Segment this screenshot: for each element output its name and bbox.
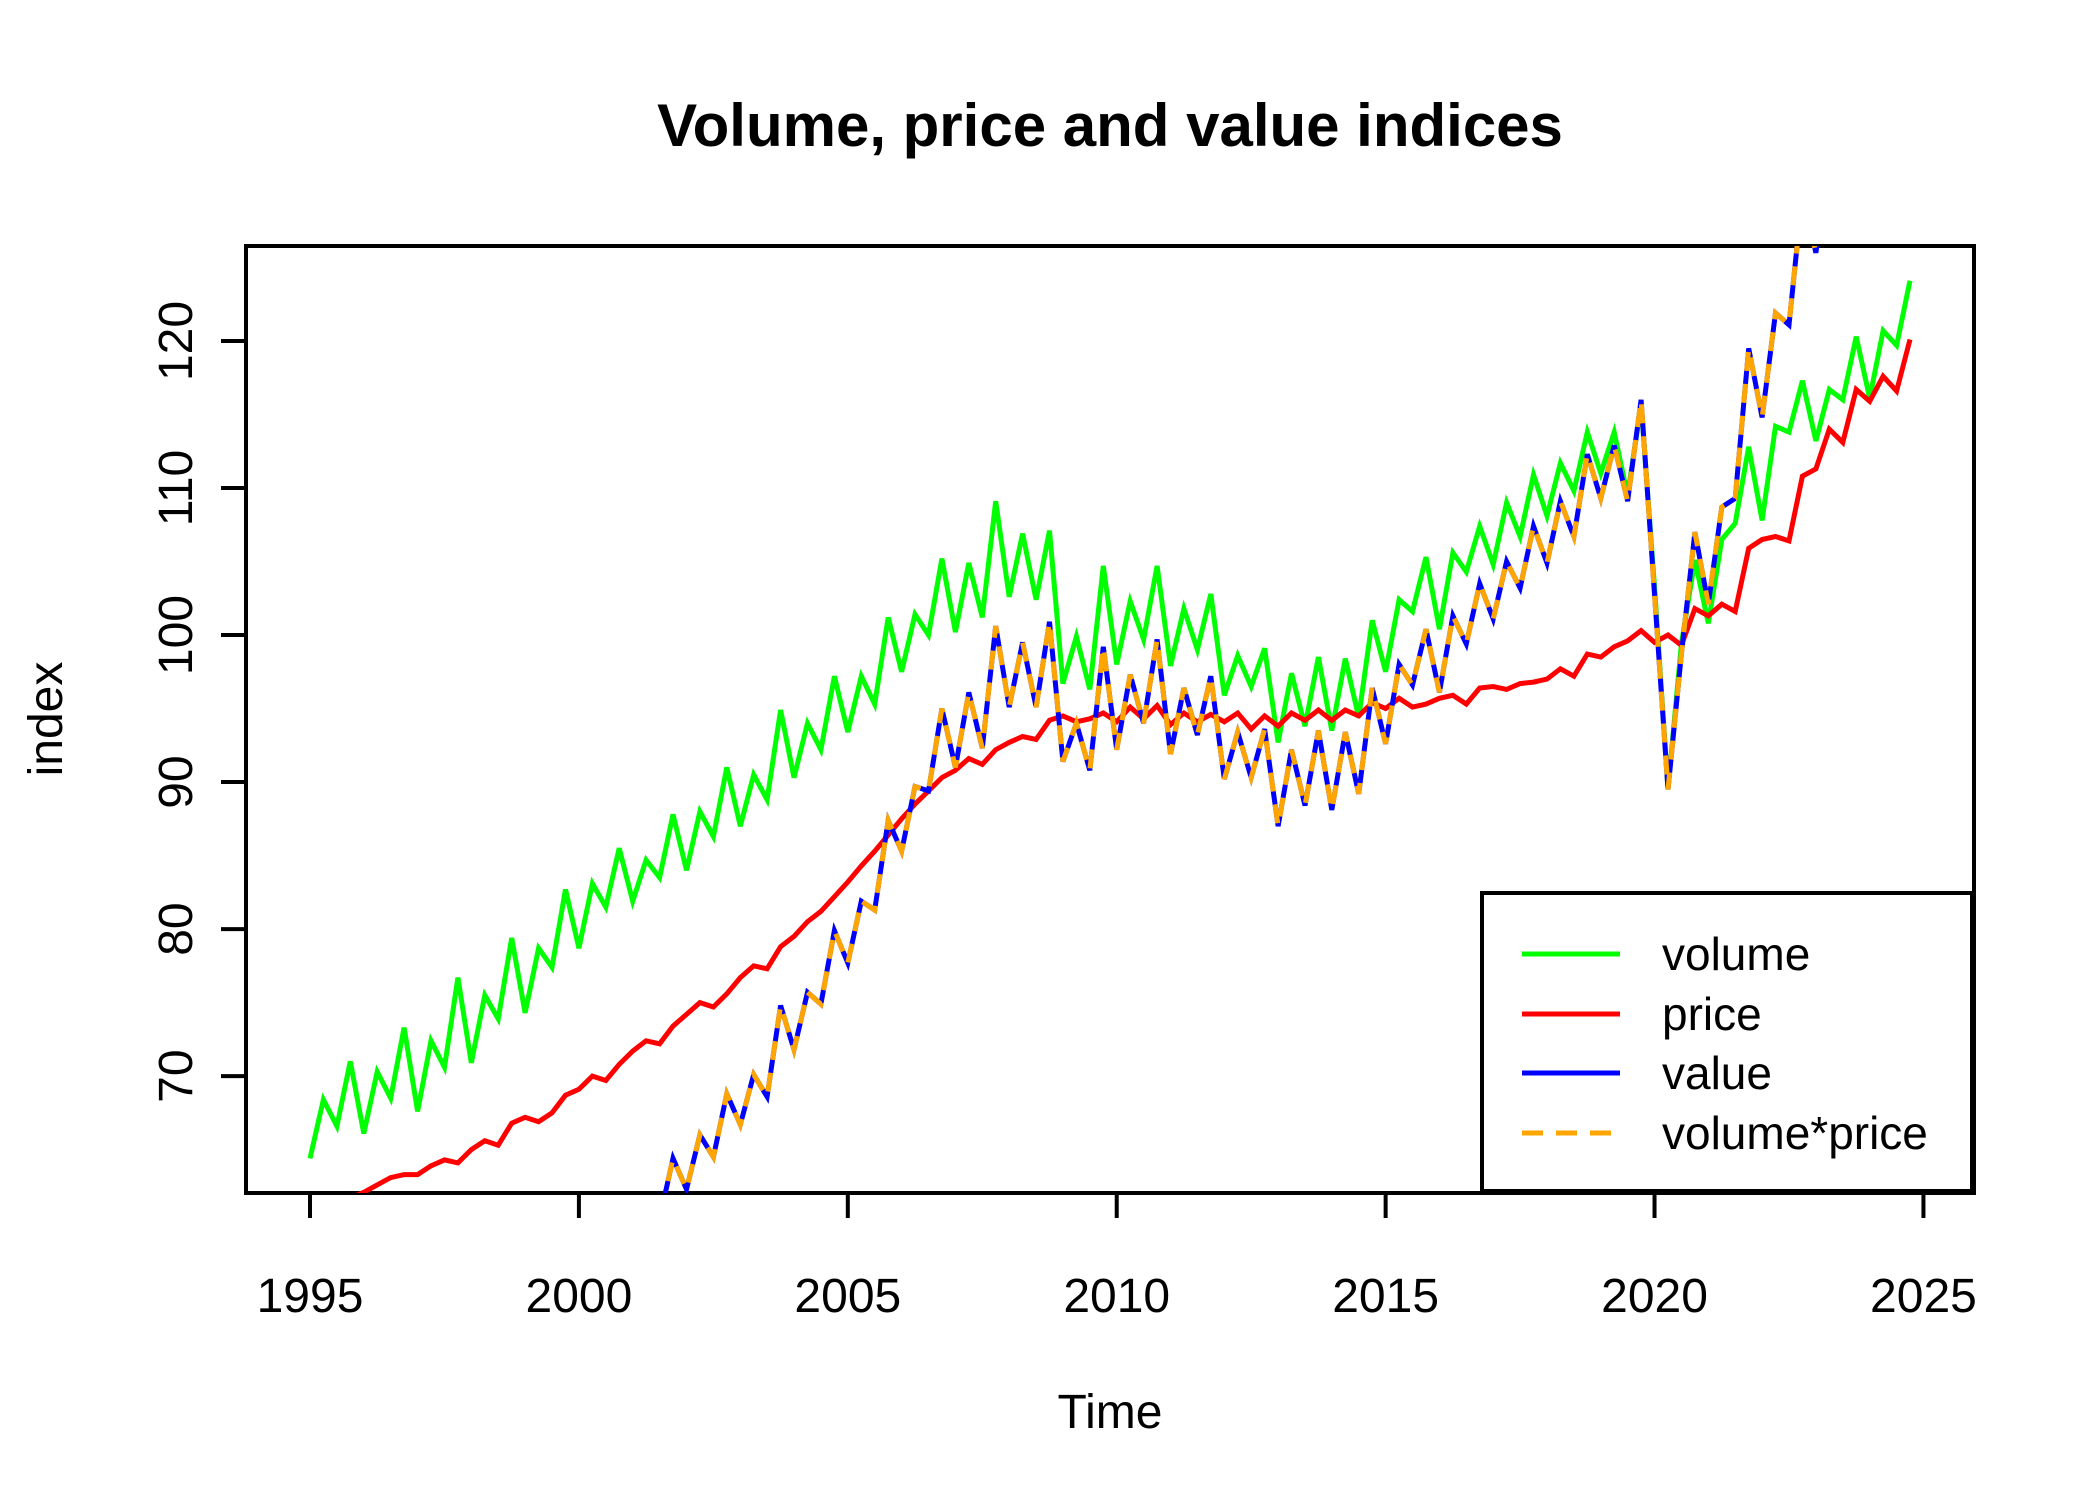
legend-volume-price-label: volume*price xyxy=(1662,1107,1928,1159)
y-tick-label: 100 xyxy=(150,595,203,675)
chart-title: Volume, price and value indices xyxy=(657,92,1563,159)
y-tick-label: 80 xyxy=(150,902,203,955)
x-tick-label: 2020 xyxy=(1601,1270,1708,1323)
x-axis-label: Time xyxy=(1058,1386,1163,1439)
series-lines xyxy=(307,246,1913,1193)
x-tick-label: 2015 xyxy=(1332,1270,1439,1323)
legend: volume price value volume*price xyxy=(1480,891,1974,1193)
y-tick-label: 90 xyxy=(150,755,203,808)
y-axis-label: index xyxy=(20,662,73,777)
y-tick-label: 120 xyxy=(150,301,203,381)
x-axis-ticks: 1995 2000 2005 2010 2015 2020 2025 xyxy=(257,1193,1977,1323)
y-axis-ticks: 70 80 90 100 110 120 xyxy=(150,301,246,1103)
x-tick-label: 2005 xyxy=(794,1270,901,1323)
x-tick-label: 2025 xyxy=(1870,1270,1977,1323)
legend-price-label: price xyxy=(1662,988,1762,1040)
y-tick-label: 70 xyxy=(150,1049,203,1102)
plot-border xyxy=(244,244,1976,1195)
y-tick-label: 110 xyxy=(150,450,203,527)
x-tick-label: 2000 xyxy=(526,1270,633,1323)
legend-volume-label: volume xyxy=(1662,928,1810,980)
series-volume-price-line xyxy=(662,246,1820,1193)
legend-value-label: value xyxy=(1662,1047,1772,1099)
x-tick-label: 1995 xyxy=(257,1270,364,1323)
legend-box xyxy=(1480,891,1974,1193)
x-tick-label: 2010 xyxy=(1063,1270,1170,1323)
